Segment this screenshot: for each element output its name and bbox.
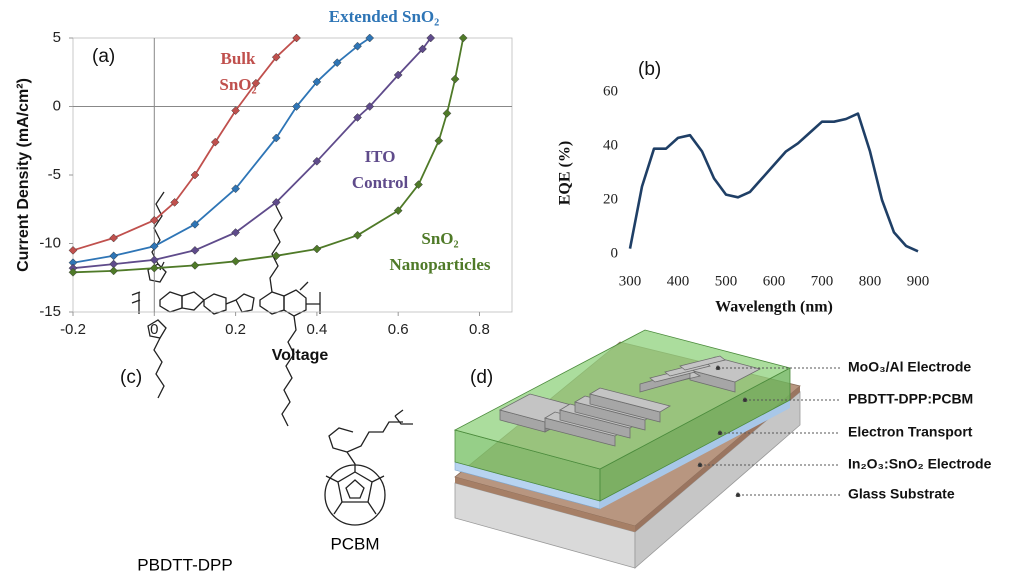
y-tick-label: -5 xyxy=(48,166,61,183)
x-tick-label: 0.8 xyxy=(469,321,490,338)
y-tick-label: 0 xyxy=(53,97,61,114)
x-axis-title: Wavelength (nm) xyxy=(715,299,833,316)
data-marker xyxy=(435,137,443,145)
x-tick-label: 700 xyxy=(811,273,834,289)
x-tick-label: -0.2 xyxy=(60,321,86,338)
x-tick-label: 0.4 xyxy=(306,321,327,338)
y-axis-title: Current Density (mA/cm²) xyxy=(15,78,32,272)
panel-label: (d) xyxy=(470,367,493,388)
fullerene-name: PCBM xyxy=(330,534,379,553)
layer-label: PBDTT-DPP:PCBM xyxy=(848,391,973,407)
x-tick-label: 400 xyxy=(667,273,690,289)
x-tick-label: 300 xyxy=(619,273,642,289)
data-marker xyxy=(150,264,158,272)
series-label: Extended SnO₂ xyxy=(329,7,439,26)
y-tick-label: -10 xyxy=(39,234,61,251)
layer-label: Glass Substrate xyxy=(848,486,955,502)
data-line xyxy=(73,38,463,272)
y-tick-label: 5 xyxy=(53,29,61,46)
data-marker xyxy=(191,246,199,254)
y-tick-label: 20 xyxy=(603,191,618,207)
polymer-structure xyxy=(132,192,320,426)
panel-label: (a) xyxy=(92,46,115,67)
y-tick-label: 40 xyxy=(603,137,618,153)
panel-label: (c) xyxy=(120,367,142,388)
data-marker xyxy=(110,252,118,260)
data-marker xyxy=(354,231,362,239)
data-marker xyxy=(459,34,467,42)
x-tick-label: 0.2 xyxy=(225,321,246,338)
data-marker xyxy=(272,252,280,260)
polymer-name: PBDTT-DPP xyxy=(137,555,232,574)
y-tick-label: 0 xyxy=(611,245,619,261)
data-marker xyxy=(110,267,118,275)
data-marker xyxy=(313,245,321,253)
layer-label: In₂O₃:SnO₂ Electrode xyxy=(848,456,992,472)
data-line xyxy=(73,38,297,250)
data-marker xyxy=(110,234,118,242)
x-tick-label: 800 xyxy=(859,273,882,289)
data-marker xyxy=(69,246,77,254)
data-marker xyxy=(451,75,459,83)
y-axis-title: EQE (%) xyxy=(557,141,574,205)
data-line xyxy=(630,114,918,252)
data-line xyxy=(73,38,370,263)
device-schematic xyxy=(455,330,840,568)
data-marker xyxy=(191,261,199,269)
x-axis-title: Voltage xyxy=(272,347,329,364)
y-tick-label: 60 xyxy=(603,83,618,99)
panel-label: (b) xyxy=(638,59,661,80)
data-marker xyxy=(232,257,240,265)
data-marker xyxy=(443,109,451,117)
x-tick-label: 0.6 xyxy=(388,321,409,338)
x-tick-label: 0 xyxy=(150,321,158,338)
x-tick-label: 500 xyxy=(715,273,738,289)
pcbm-structure xyxy=(325,410,413,525)
layer-label: Electron Transport xyxy=(848,424,973,440)
y-tick-label: -15 xyxy=(39,303,61,320)
x-tick-label: 600 xyxy=(763,273,786,289)
figure: (c) PBDTT-DPP PCBM (d) MoO₃/Al Electrode… xyxy=(0,0,1035,580)
x-tick-label: 900 xyxy=(907,273,930,289)
layer-label: MoO₃/Al Electrode xyxy=(848,359,971,375)
